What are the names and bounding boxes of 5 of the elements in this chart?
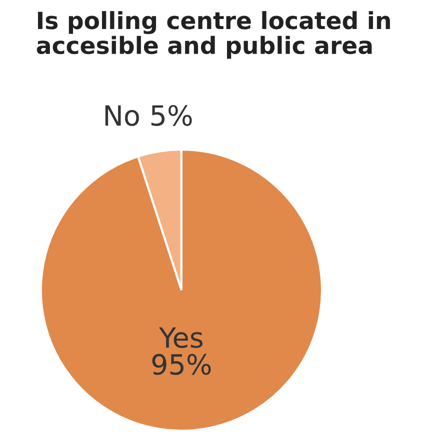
pie-slice <box>40 148 324 432</box>
slice-label: No 5% <box>105 104 192 126</box>
chart-title: Is polling centre located in accesible and public area <box>36 11 390 59</box>
slice-label: Yes <box>158 327 203 348</box>
data-label: 95% <box>152 354 211 375</box>
